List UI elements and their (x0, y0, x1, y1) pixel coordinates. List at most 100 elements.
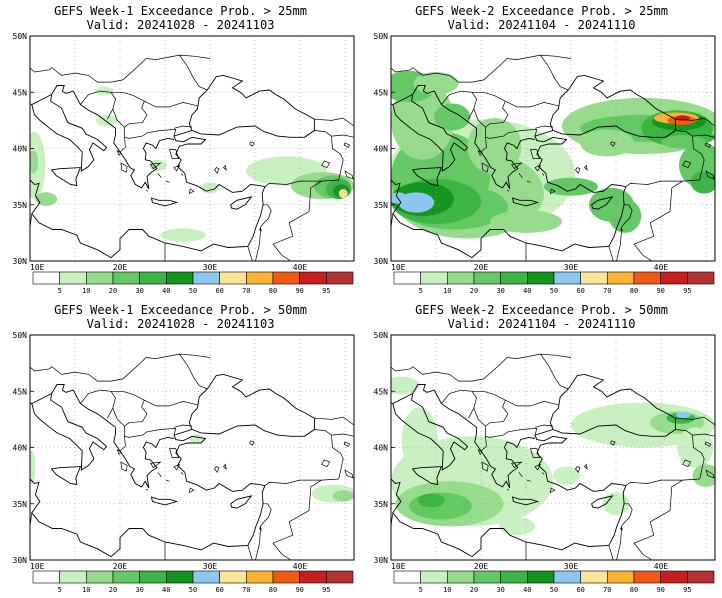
country-border (272, 180, 322, 261)
lake-outline (575, 466, 581, 473)
coastline (30, 402, 32, 405)
colorbar-swatch (139, 570, 167, 584)
probability-contour (332, 490, 354, 502)
lake-outline (321, 459, 331, 468)
coastline-crete (150, 197, 179, 207)
colorbar-label: 80 (630, 586, 638, 594)
coastline-italy (392, 392, 469, 471)
longitude-label: 40E (293, 263, 308, 272)
island-outline (169, 149, 179, 159)
country-border (304, 429, 354, 437)
island-outline (116, 448, 122, 455)
colorbar-swatch (447, 570, 475, 584)
colorbar-swatch (687, 271, 715, 285)
probability-contour (490, 210, 562, 233)
island-outline (477, 149, 483, 156)
colorbar-swatch (112, 271, 140, 285)
colorbar-swatch (580, 271, 608, 285)
lake-outline (258, 526, 263, 531)
island-outline (180, 472, 184, 475)
lake-outline (610, 440, 616, 446)
country-border (534, 125, 554, 129)
colorbar-label: 90 (656, 586, 664, 594)
colorbar-label: 50 (550, 287, 558, 295)
island-outline (157, 472, 162, 478)
coastline-cyprus (230, 495, 253, 509)
island-outline (549, 188, 556, 195)
colorbar-label: 10 (443, 287, 451, 295)
lake-outline (249, 440, 255, 446)
probability-contour (35, 192, 57, 206)
colorbar-label: 10 (443, 586, 451, 594)
country-border (608, 246, 614, 261)
latitude-label: 50N (374, 32, 389, 41)
map-panel-week2-25mm: GEFS Week-2 Exceedance Prob. > 25mm Vali… (361, 0, 722, 299)
country-border (472, 390, 509, 427)
panel-title: GEFS Week-1 Exceedance Prob. > 25mm (54, 4, 307, 18)
colorbar-swatch (527, 570, 555, 584)
lake-outline (321, 160, 331, 169)
lake-outline (682, 459, 692, 468)
country-border (505, 399, 559, 407)
coastline (391, 478, 627, 558)
colorbar-label: 30 (135, 287, 143, 295)
coastline (51, 384, 175, 489)
colorbar-label: 40 (162, 586, 170, 594)
map-panel-week1-25mm: GEFS Week-1 Exceedance Prob. > 25mm Vali… (0, 0, 361, 299)
latitude-label: 40N (13, 444, 28, 453)
map-layer (30, 36, 354, 261)
island-outline (506, 189, 510, 192)
colorbar-label: 70 (242, 287, 250, 295)
latitude-label: 45N (13, 387, 28, 396)
island-outline (541, 173, 545, 176)
country-border (675, 117, 715, 127)
colorbar-label: 20 (470, 586, 478, 594)
latitude-label: 45N (13, 88, 28, 97)
country-border (260, 204, 272, 228)
colorbar-swatch (633, 570, 661, 584)
colorbar-swatch (139, 271, 167, 285)
colorbar-label: 20 (109, 287, 117, 295)
colorbar-swatch (219, 570, 247, 584)
colorbar-swatch (527, 271, 555, 285)
coastline (173, 373, 315, 492)
lake-outline (344, 170, 354, 180)
country-border (391, 67, 413, 73)
probability-contour (580, 129, 634, 157)
island-outline (541, 472, 545, 475)
latitude-label: 45N (374, 387, 389, 396)
colorbar-swatch (246, 271, 274, 285)
latitude-label: 35N (374, 500, 389, 509)
country-border (51, 58, 147, 83)
country-border (314, 117, 354, 127)
probability-contour (499, 517, 535, 536)
country-border (247, 246, 253, 261)
longitude-label: 10E (30, 263, 45, 272)
coastline (391, 179, 627, 259)
country-border (480, 137, 487, 153)
colorbar-label: 30 (496, 287, 504, 295)
probability-contour (434, 103, 471, 131)
latitude-label: 35N (13, 500, 28, 509)
country-border (391, 512, 394, 529)
colorbar-label: 70 (603, 586, 611, 594)
island-outline (180, 173, 184, 176)
map-panel-week2-50mm: GEFS Week-2 Exceedance Prob. > 50mm Vali… (361, 299, 722, 598)
island-outline (120, 162, 128, 173)
probability-contour (201, 182, 219, 194)
latitude-label: 30N (13, 257, 28, 266)
coastline-sicily (50, 466, 82, 486)
colorbar-label: 80 (269, 586, 277, 594)
island-outline (511, 162, 523, 170)
probability-contour (189, 434, 204, 443)
country-border (485, 426, 538, 438)
panel-valid-dates: Valid: 20241028 - 20241103 (86, 18, 275, 32)
longitude-label: 10E (391, 562, 406, 571)
country-border (119, 436, 126, 452)
colorbar-swatch (192, 271, 220, 285)
latitude-label: 50N (374, 331, 389, 340)
country-border (30, 512, 33, 529)
island-outline (165, 180, 170, 183)
